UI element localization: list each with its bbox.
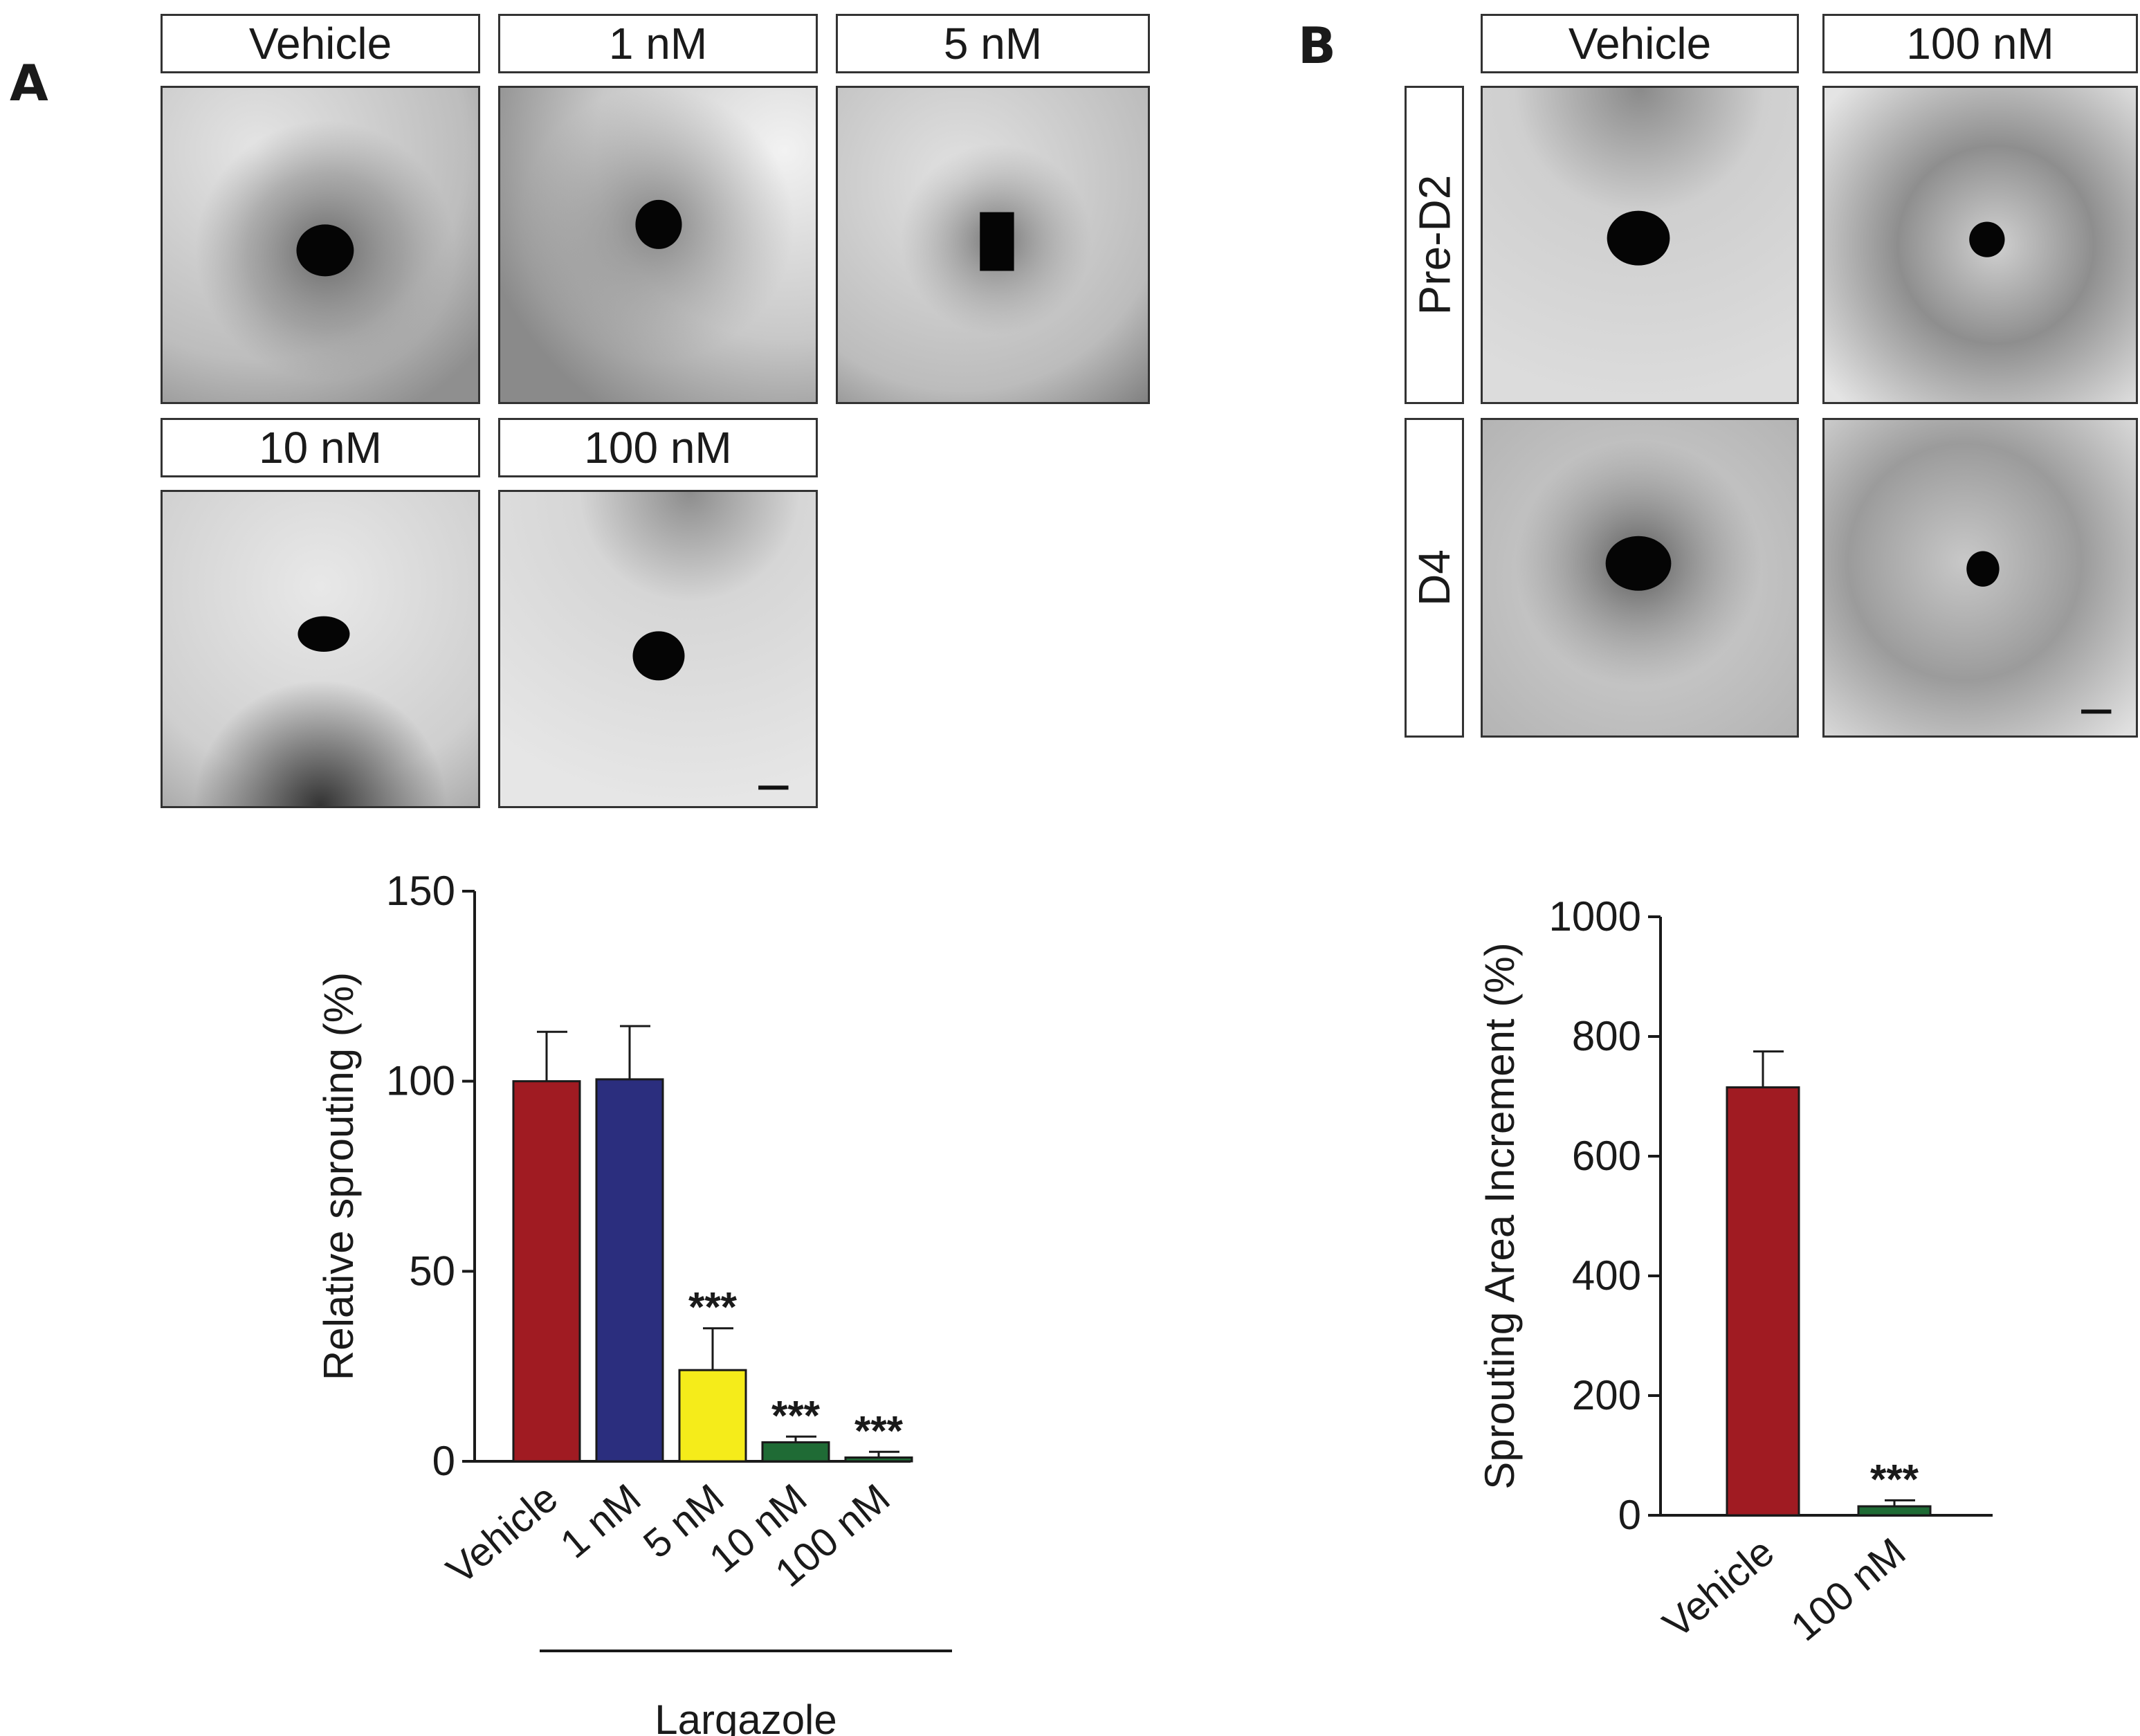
chart-a-significance-3: *** [771, 1392, 821, 1438]
chart-a-significance-2: *** [688, 1284, 738, 1331]
panel-letter-b: B [1298, 17, 1336, 75]
chart-a-ytick-label-2: 100 [386, 1058, 455, 1104]
panel-letter-a: A [10, 54, 48, 112]
label-b-100nm: 100 nM [1822, 14, 2138, 73]
chart-a-ytick-label-1: 50 [409, 1248, 455, 1294]
micrograph-b-100nm-d4 [1822, 418, 2138, 738]
chart-a-category-label-0: Vehicle [438, 1475, 566, 1593]
chart-a-category-label-1: 1 nM [552, 1475, 650, 1567]
label-b-pre-d2: Pre-D2 [1405, 86, 1464, 404]
chart-a-group-label: Largazole [655, 1697, 837, 1736]
micrograph-vehicle [161, 86, 480, 404]
chart-b-ytick-label-4: 800 [1572, 1013, 1641, 1059]
label-b-d4: D4 [1405, 418, 1464, 738]
micrograph-1nm [498, 86, 818, 404]
chart-b-bar-1 [1857, 1505, 1932, 1517]
micrograph-10nm [161, 490, 480, 808]
micrograph-b-100nm-pre-d2 [1822, 86, 2138, 404]
chart-a-bar-3 [761, 1441, 830, 1463]
micrograph-b-vehicle-pre-d2 [1481, 86, 1799, 404]
label-10nm: 10 nM [161, 418, 480, 477]
chart-a-ytick-label-3: 150 [386, 868, 455, 914]
chart-b-ytick-label-0: 0 [1618, 1492, 1641, 1538]
chart-a-bar-0 [512, 1080, 581, 1463]
label-1nm: 1 nM [498, 14, 818, 73]
chart-a-category-label-3: 10 nM [701, 1475, 815, 1581]
chart-b-bar-0 [1726, 1086, 1800, 1517]
label-5nm: 5 nM [836, 14, 1150, 73]
chart-b-ytick-label-3: 600 [1572, 1133, 1641, 1179]
chart-b-ytick-label-2: 400 [1572, 1252, 1641, 1299]
chart-b-category-label-0: Vehicle [1654, 1529, 1782, 1647]
micrograph-b-vehicle-d4 [1481, 418, 1799, 738]
chart-a-significance-4: *** [854, 1407, 904, 1454]
chart-a-bar-2 [678, 1369, 747, 1463]
chart-a-ytick-label-0: 0 [432, 1438, 455, 1484]
chart-a-bar-4 [844, 1456, 913, 1463]
chart-a-category-label-2: 5 nM [635, 1475, 733, 1567]
micrograph-5nm [836, 86, 1150, 404]
micrograph-100nm [498, 490, 818, 808]
chart-b-ytick-label-1: 200 [1572, 1372, 1641, 1418]
label-vehicle: Vehicle [161, 14, 480, 73]
chart-b-significance-1: *** [1870, 1456, 1919, 1502]
chart-a-category-label-4: 100 nM [767, 1475, 898, 1596]
chart-b-ytick-label-5: 1000 [1549, 893, 1641, 940]
label-100nm: 100 nM [498, 418, 818, 477]
chart-a-bar-1 [595, 1078, 664, 1463]
chart-b-category-label-1: 100 nM [1782, 1529, 1914, 1650]
chart-a-y-label: Relative sprouting (%) [315, 972, 362, 1380]
chart-b-y-label: Sprouting Area Increment (%) [1476, 942, 1523, 1489]
label-b-vehicle: Vehicle [1481, 14, 1799, 73]
